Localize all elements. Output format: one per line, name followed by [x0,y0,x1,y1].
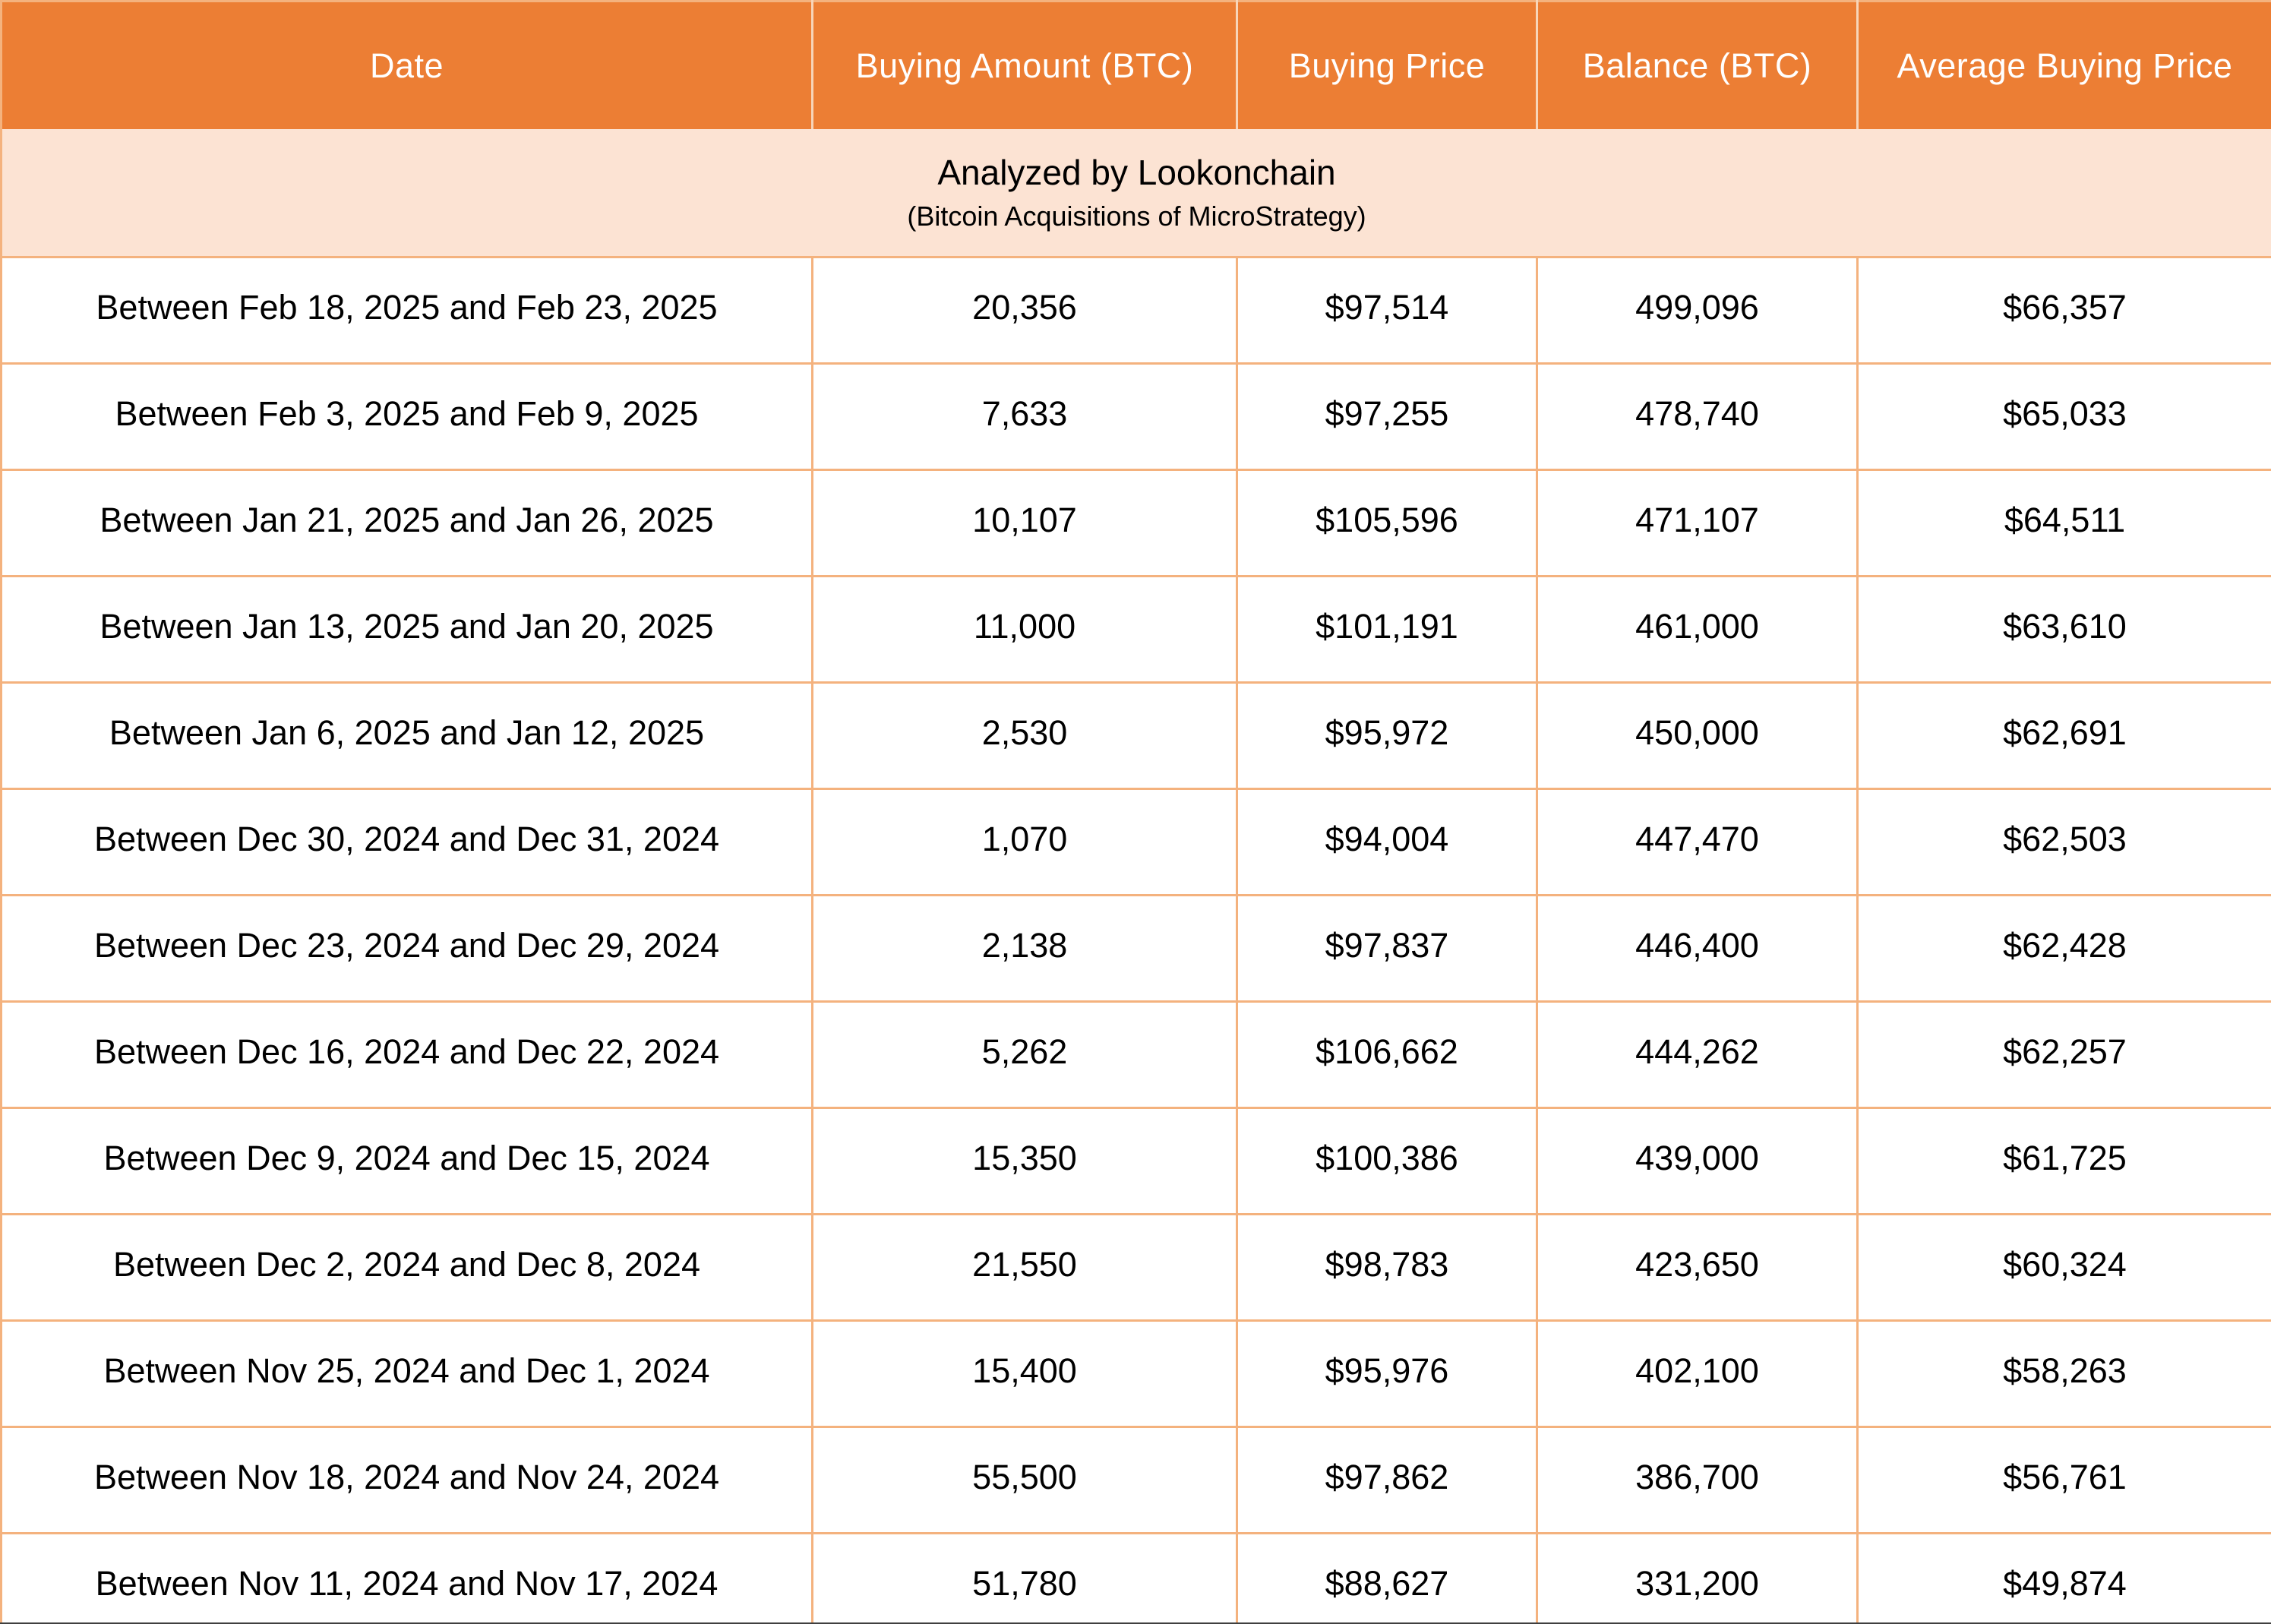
cell-buying-amount: 7,633 [811,362,1238,471]
cell-buying-price: $98,783 [1236,1213,1538,1322]
cell-balance: 446,400 [1536,894,1859,1003]
table-row: Between Dec 9, 2024 and Dec 15, 2024 15,3… [0,1107,2271,1215]
cell-average-buying-price: $62,691 [1856,681,2271,790]
table-row: Between Jan 6, 2025 and Jan 12, 2025 2,53… [0,681,2271,790]
cell-buying-price: $105,596 [1236,469,1538,577]
cell-buying-price: $95,976 [1236,1319,1538,1428]
cell-buying-price: $94,004 [1236,788,1538,896]
cell-balance: 478,740 [1536,362,1859,471]
cell-balance: 450,000 [1536,681,1859,790]
table-row: Between Nov 18, 2024 and Nov 24, 2024 55,… [0,1426,2271,1534]
cell-average-buying-price: $62,503 [1856,788,2271,896]
cell-date: Between Nov 11, 2024 and Nov 17, 2024 [0,1532,813,1624]
cell-date: Between Feb 18, 2025 and Feb 23, 2025 [0,256,813,365]
table-row: Between Dec 16, 2024 and Dec 22, 2024 5,2… [0,1000,2271,1109]
cell-buying-price: $97,514 [1236,256,1538,365]
cell-date: Between Dec 2, 2024 and Dec 8, 2024 [0,1213,813,1322]
cell-average-buying-price: $58,263 [1856,1319,2271,1428]
cell-buying-price: $97,862 [1236,1426,1538,1534]
header-row: Date Buying Amount (BTC) Buying Price Ba… [1,1,2271,129]
cell-date: Between Jan 21, 2025 and Jan 26, 2025 [0,469,813,577]
table-row: Between Dec 2, 2024 and Dec 8, 2024 21,55… [0,1213,2271,1322]
cell-buying-amount: 2,530 [811,681,1238,790]
cell-date: Between Nov 18, 2024 and Nov 24, 2024 [0,1426,813,1534]
cell-buying-amount: 1,070 [811,788,1238,896]
cell-date: Between Jan 13, 2025 and Jan 20, 2025 [0,575,813,684]
cell-buying-amount: 10,107 [811,469,1238,577]
cell-average-buying-price: $60,324 [1856,1213,2271,1322]
column-header-date: Date [1,1,813,129]
cell-balance: 402,100 [1536,1319,1859,1428]
table-row: Between Nov 25, 2024 and Dec 1, 2024 15,4… [0,1319,2271,1428]
cell-buying-amount: 21,550 [811,1213,1238,1322]
cell-date: Between Dec 23, 2024 and Dec 29, 2024 [0,894,813,1003]
table-row: Between Nov 11, 2024 and Nov 17, 2024 51,… [0,1532,2271,1624]
table-title: Analyzed by Lookonchain [937,153,1336,193]
cell-buying-amount: 11,000 [811,575,1238,684]
cell-buying-amount: 2,138 [811,894,1238,1003]
cell-date: Between Dec 9, 2024 and Dec 15, 2024 [0,1107,813,1215]
cell-buying-price: $88,627 [1236,1532,1538,1624]
table-subtitle: (Bitcoin Acquisitions of MicroStrategy) [907,201,1366,232]
cell-balance: 471,107 [1536,469,1859,577]
table-row: Between Dec 23, 2024 and Dec 29, 2024 2,1… [0,894,2271,1003]
cell-balance: 461,000 [1536,575,1859,684]
cell-average-buying-price: $62,428 [1856,894,2271,1003]
cell-date: Between Nov 25, 2024 and Dec 1, 2024 [0,1319,813,1428]
cell-balance: 499,096 [1536,256,1859,365]
cell-buying-price: $101,191 [1236,575,1538,684]
cell-buying-price: $97,837 [1236,894,1538,1003]
cell-average-buying-price: $56,761 [1856,1426,2271,1534]
cell-buying-price: $95,972 [1236,681,1538,790]
cell-average-buying-price: $62,257 [1856,1000,2271,1109]
cell-buying-price: $97,255 [1236,362,1538,471]
cell-buying-amount: 51,780 [811,1532,1238,1624]
column-header-buying-price: Buying Price [1236,1,1537,129]
cell-balance: 439,000 [1536,1107,1859,1215]
cell-buying-amount: 5,262 [811,1000,1238,1109]
caption-row: Analyzed by Lookonchain (Bitcoin Acquisi… [1,129,2271,258]
table-row: Between Dec 30, 2024 and Dec 31, 2024 1,0… [0,788,2271,896]
table-row: Between Jan 13, 2025 and Jan 20, 2025 11,… [0,575,2271,684]
cell-date: Between Dec 30, 2024 and Dec 31, 2024 [0,788,813,896]
cell-average-buying-price: $64,511 [1856,469,2271,577]
cell-buying-amount: 15,350 [811,1107,1238,1215]
column-header-balance: Balance (BTC) [1536,1,1858,129]
cell-average-buying-price: $66,357 [1856,256,2271,365]
cell-date: Between Jan 6, 2025 and Jan 12, 2025 [0,681,813,790]
cell-buying-amount: 55,500 [811,1426,1238,1534]
cell-average-buying-price: $61,725 [1856,1107,2271,1215]
cell-average-buying-price: $63,610 [1856,575,2271,684]
table-row: Between Jan 21, 2025 and Jan 26, 2025 10,… [0,469,2271,577]
cell-buying-amount: 20,356 [811,256,1238,365]
cell-date: Between Feb 3, 2025 and Feb 9, 2025 [0,362,813,471]
cell-balance: 386,700 [1536,1426,1859,1534]
cell-average-buying-price: $49,874 [1856,1532,2271,1624]
cell-buying-price: $100,386 [1236,1107,1538,1215]
cell-balance: 423,650 [1536,1213,1859,1322]
image-bottom-edge [0,1622,2271,1624]
cell-balance: 444,262 [1536,1000,1859,1109]
cell-balance: 331,200 [1536,1532,1859,1624]
cell-date: Between Dec 16, 2024 and Dec 22, 2024 [0,1000,813,1109]
cell-average-buying-price: $65,033 [1856,362,2271,471]
table-body: Between Feb 18, 2025 and Feb 23, 2025 20,… [0,256,2271,1624]
table-row: Between Feb 3, 2025 and Feb 9, 2025 7,633… [0,362,2271,471]
column-header-average-buying-price: Average Buying Price [1856,1,2271,129]
cell-buying-amount: 15,400 [811,1319,1238,1428]
table-row: Between Feb 18, 2025 and Feb 23, 2025 20,… [0,256,2271,365]
cell-balance: 447,470 [1536,788,1859,896]
cell-buying-price: $106,662 [1236,1000,1538,1109]
column-header-buying-amount: Buying Amount (BTC) [811,1,1237,129]
caption-cell: Analyzed by Lookonchain (Bitcoin Acquisi… [1,129,2271,258]
